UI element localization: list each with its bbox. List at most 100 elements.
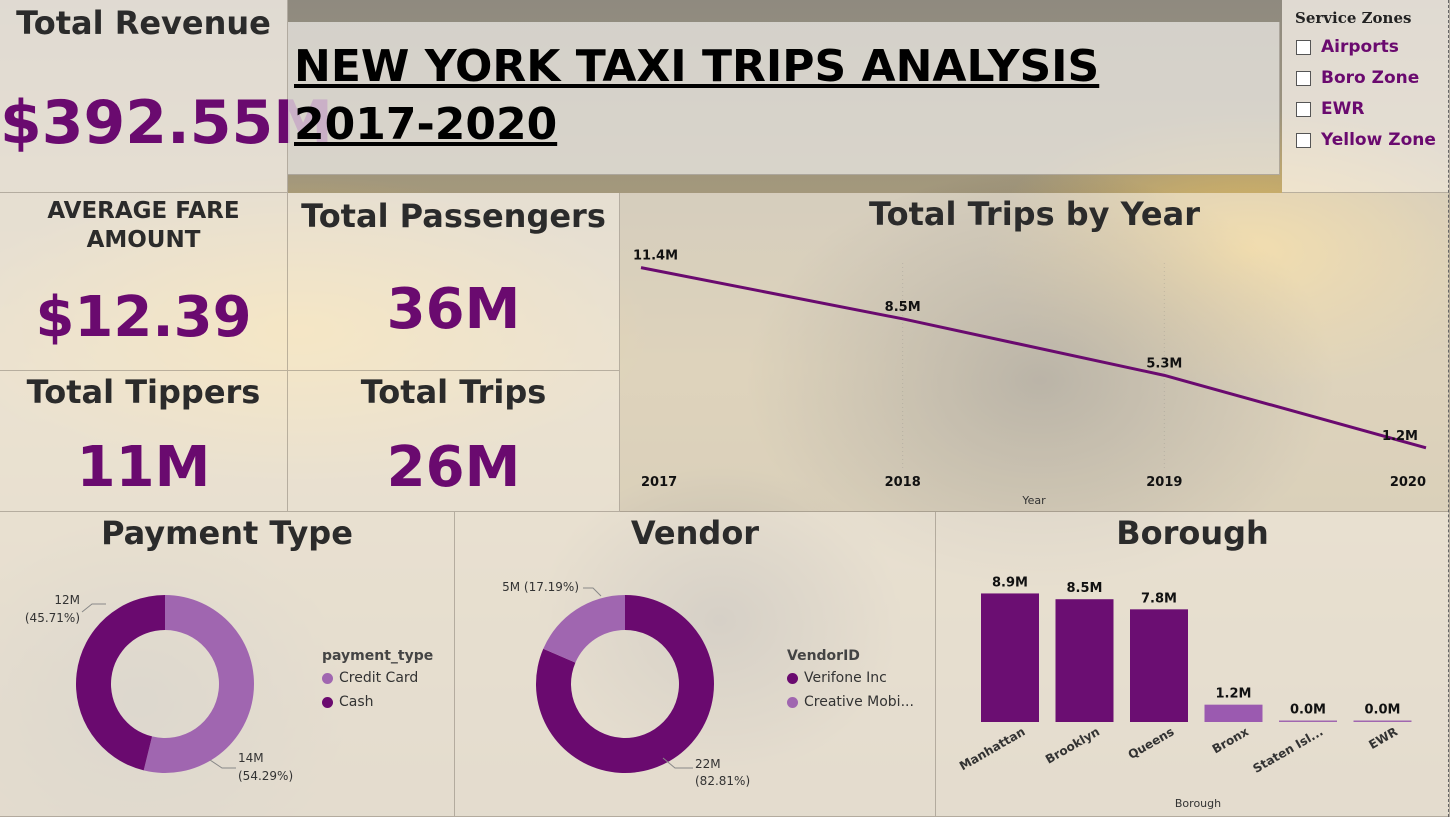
data-label: 8.5M: [885, 300, 921, 315]
service-zones-slicer[interactable]: Service Zones Airports Boro Zone EWR Yel…: [1282, 0, 1450, 193]
slice-label: 14M: [238, 751, 264, 765]
slicer-option-label: Yellow Zone: [1321, 130, 1436, 150]
chart-title: Total Trips by Year: [869, 195, 1200, 233]
kpi-label: AVERAGE FARE AMOUNT: [47, 198, 240, 253]
legend-dot: [322, 696, 333, 708]
legend-label: Creative Mobi...: [804, 694, 914, 710]
legend-dot: [787, 672, 798, 684]
legend-title: payment_type: [322, 648, 434, 664]
slice-label: 22M: [695, 757, 721, 771]
kpi-total-revenue: Total Revenue $392.55M: [0, 0, 333, 193]
slice-label: (54.29%): [238, 769, 293, 783]
legend-item-cash[interactable]: Cash: [322, 694, 433, 710]
kpi-label: Total Tippers: [26, 373, 261, 411]
legend-dot: [787, 696, 798, 708]
kpi-total-tippers: Total Tippers 11M: [0, 371, 288, 512]
leader-line: [81, 603, 106, 613]
donut-slice: [536, 595, 714, 773]
x-tick-label: Brooklyn: [1043, 724, 1102, 766]
slice-label: 5M (17.19%): [502, 580, 579, 594]
legend-item-creative-mobi[interactable]: Creative Mobi...: [787, 694, 914, 710]
bar: [1204, 704, 1263, 722]
page-border: [1448, 0, 1449, 817]
legend: VendorID Verifone Inc Creative Mobi...: [787, 648, 914, 710]
x-tick-label: 2020: [1390, 475, 1426, 490]
legend-label: Cash: [339, 694, 374, 710]
title-banner: NEW YORK TAXI TRIPS ANALYSIS 2017-2020: [288, 22, 1280, 175]
payment-type-panel: Payment Type 14M (54.29%) 12M (45.71%) paym…: [0, 512, 455, 817]
leader-line: [583, 587, 602, 597]
kpi-label: Total Passengers: [301, 197, 606, 235]
data-label: 8.5M: [1067, 581, 1103, 596]
chart-title: Borough: [1116, 514, 1269, 552]
slicer-option-label: EWR: [1321, 99, 1365, 119]
legend-title: VendorID: [787, 648, 860, 664]
donut-slice: [76, 595, 165, 771]
slicer-option-airports[interactable]: Airports: [1296, 37, 1436, 57]
kpi-label: Total Revenue: [16, 4, 271, 42]
data-label: 0.0M: [1290, 703, 1326, 718]
slice-label: 12M: [54, 593, 80, 607]
chart-title: Payment Type: [101, 514, 353, 552]
line-chart-panel: Total Trips by Year 11.4M 2017 8.5M 2018 5.3…: [620, 193, 1450, 512]
legend: payment_type Credit Card Cash: [322, 648, 433, 710]
bar: [981, 593, 1039, 722]
legend-item-credit-card[interactable]: Credit Card: [322, 670, 433, 686]
kpi-value: $12.39: [35, 285, 252, 350]
slicer-option-boro-zone[interactable]: Boro Zone: [1296, 68, 1436, 88]
data-label: 7.8M: [1141, 591, 1177, 606]
kpi-label: Total Trips: [360, 373, 547, 411]
bar: [1130, 609, 1188, 722]
slicer-option-yellow-zone[interactable]: Yellow Zone: [1296, 130, 1436, 150]
data-label: 1.2M: [1216, 687, 1252, 702]
x-axis-label: Borough: [1175, 797, 1221, 810]
page-title: NEW YORK TAXI TRIPS ANALYSIS 2017-2020: [294, 41, 1100, 150]
slicer-option-label: Airports: [1321, 37, 1399, 57]
leader-line: [209, 759, 236, 769]
data-label: 5.3M: [1146, 356, 1182, 371]
x-tick-label: 2017: [641, 475, 677, 490]
checkbox[interactable]: [1296, 101, 1311, 117]
legend-label: Credit Card: [339, 670, 419, 686]
x-tick-label: Bronx: [1210, 724, 1252, 756]
donut-slice: [143, 595, 255, 773]
data-label: 1.2M: [1382, 429, 1418, 444]
kpi-total-trips: Total Trips 26M: [288, 371, 620, 512]
x-tick-label: 2018: [885, 475, 921, 490]
x-tick-label: Staten Isl...: [1251, 724, 1326, 775]
bar: [1353, 720, 1412, 722]
bar: [1279, 720, 1337, 722]
vendor-donut-chart: 22M (82.81%) 5M (17.19%): [502, 580, 750, 788]
x-tick-label: EWR: [1366, 724, 1400, 751]
slicer-title: Service Zones: [1295, 9, 1412, 27]
bar: [1055, 599, 1114, 722]
legend-dot: [322, 672, 333, 684]
kpi-value: $392.55M: [0, 88, 333, 158]
donut-slice: [543, 595, 625, 663]
slicer-option-label: Boro Zone: [1321, 68, 1420, 88]
kpi-value: 11M: [76, 435, 211, 500]
slice-label: (82.81%): [695, 774, 750, 788]
kpi-value: 26M: [386, 435, 521, 500]
checkbox[interactable]: [1296, 132, 1311, 148]
data-label: 11.4M: [633, 249, 678, 264]
checkbox[interactable]: [1296, 39, 1311, 55]
series-line: [640, 266, 1427, 450]
kpi-total-passengers: Total Passengers 36M: [288, 193, 620, 371]
slice-label: (45.71%): [25, 611, 80, 625]
borough-bar-chart: 8.9M Manhattan 8.5M Brooklyn 7.8M Queens 1.2M B…: [957, 575, 1412, 810]
legend-item-verifone[interactable]: Verifone Inc: [787, 670, 914, 686]
x-tick-label: Manhattan: [957, 724, 1028, 773]
slicer-option-ewr[interactable]: EWR: [1296, 99, 1436, 119]
legend-label: Verifone Inc: [804, 670, 887, 686]
x-tick-label: 2019: [1146, 475, 1182, 490]
vendor-panel: Vendor 22M (82.81%) 5M (17.19%) VendorID V…: [455, 512, 936, 817]
x-tick-label: Queens: [1126, 724, 1177, 761]
kpi-average-fare: AVERAGE FARE AMOUNT $12.39: [0, 193, 288, 371]
data-label: 0.0M: [1365, 703, 1401, 718]
data-label: 8.9M: [992, 575, 1028, 590]
payment-donut-chart: 14M (54.29%) 12M (45.71%): [25, 593, 293, 783]
kpi-value: 36M: [386, 277, 521, 342]
x-axis-label: Year: [1021, 494, 1046, 507]
checkbox[interactable]: [1296, 70, 1311, 86]
